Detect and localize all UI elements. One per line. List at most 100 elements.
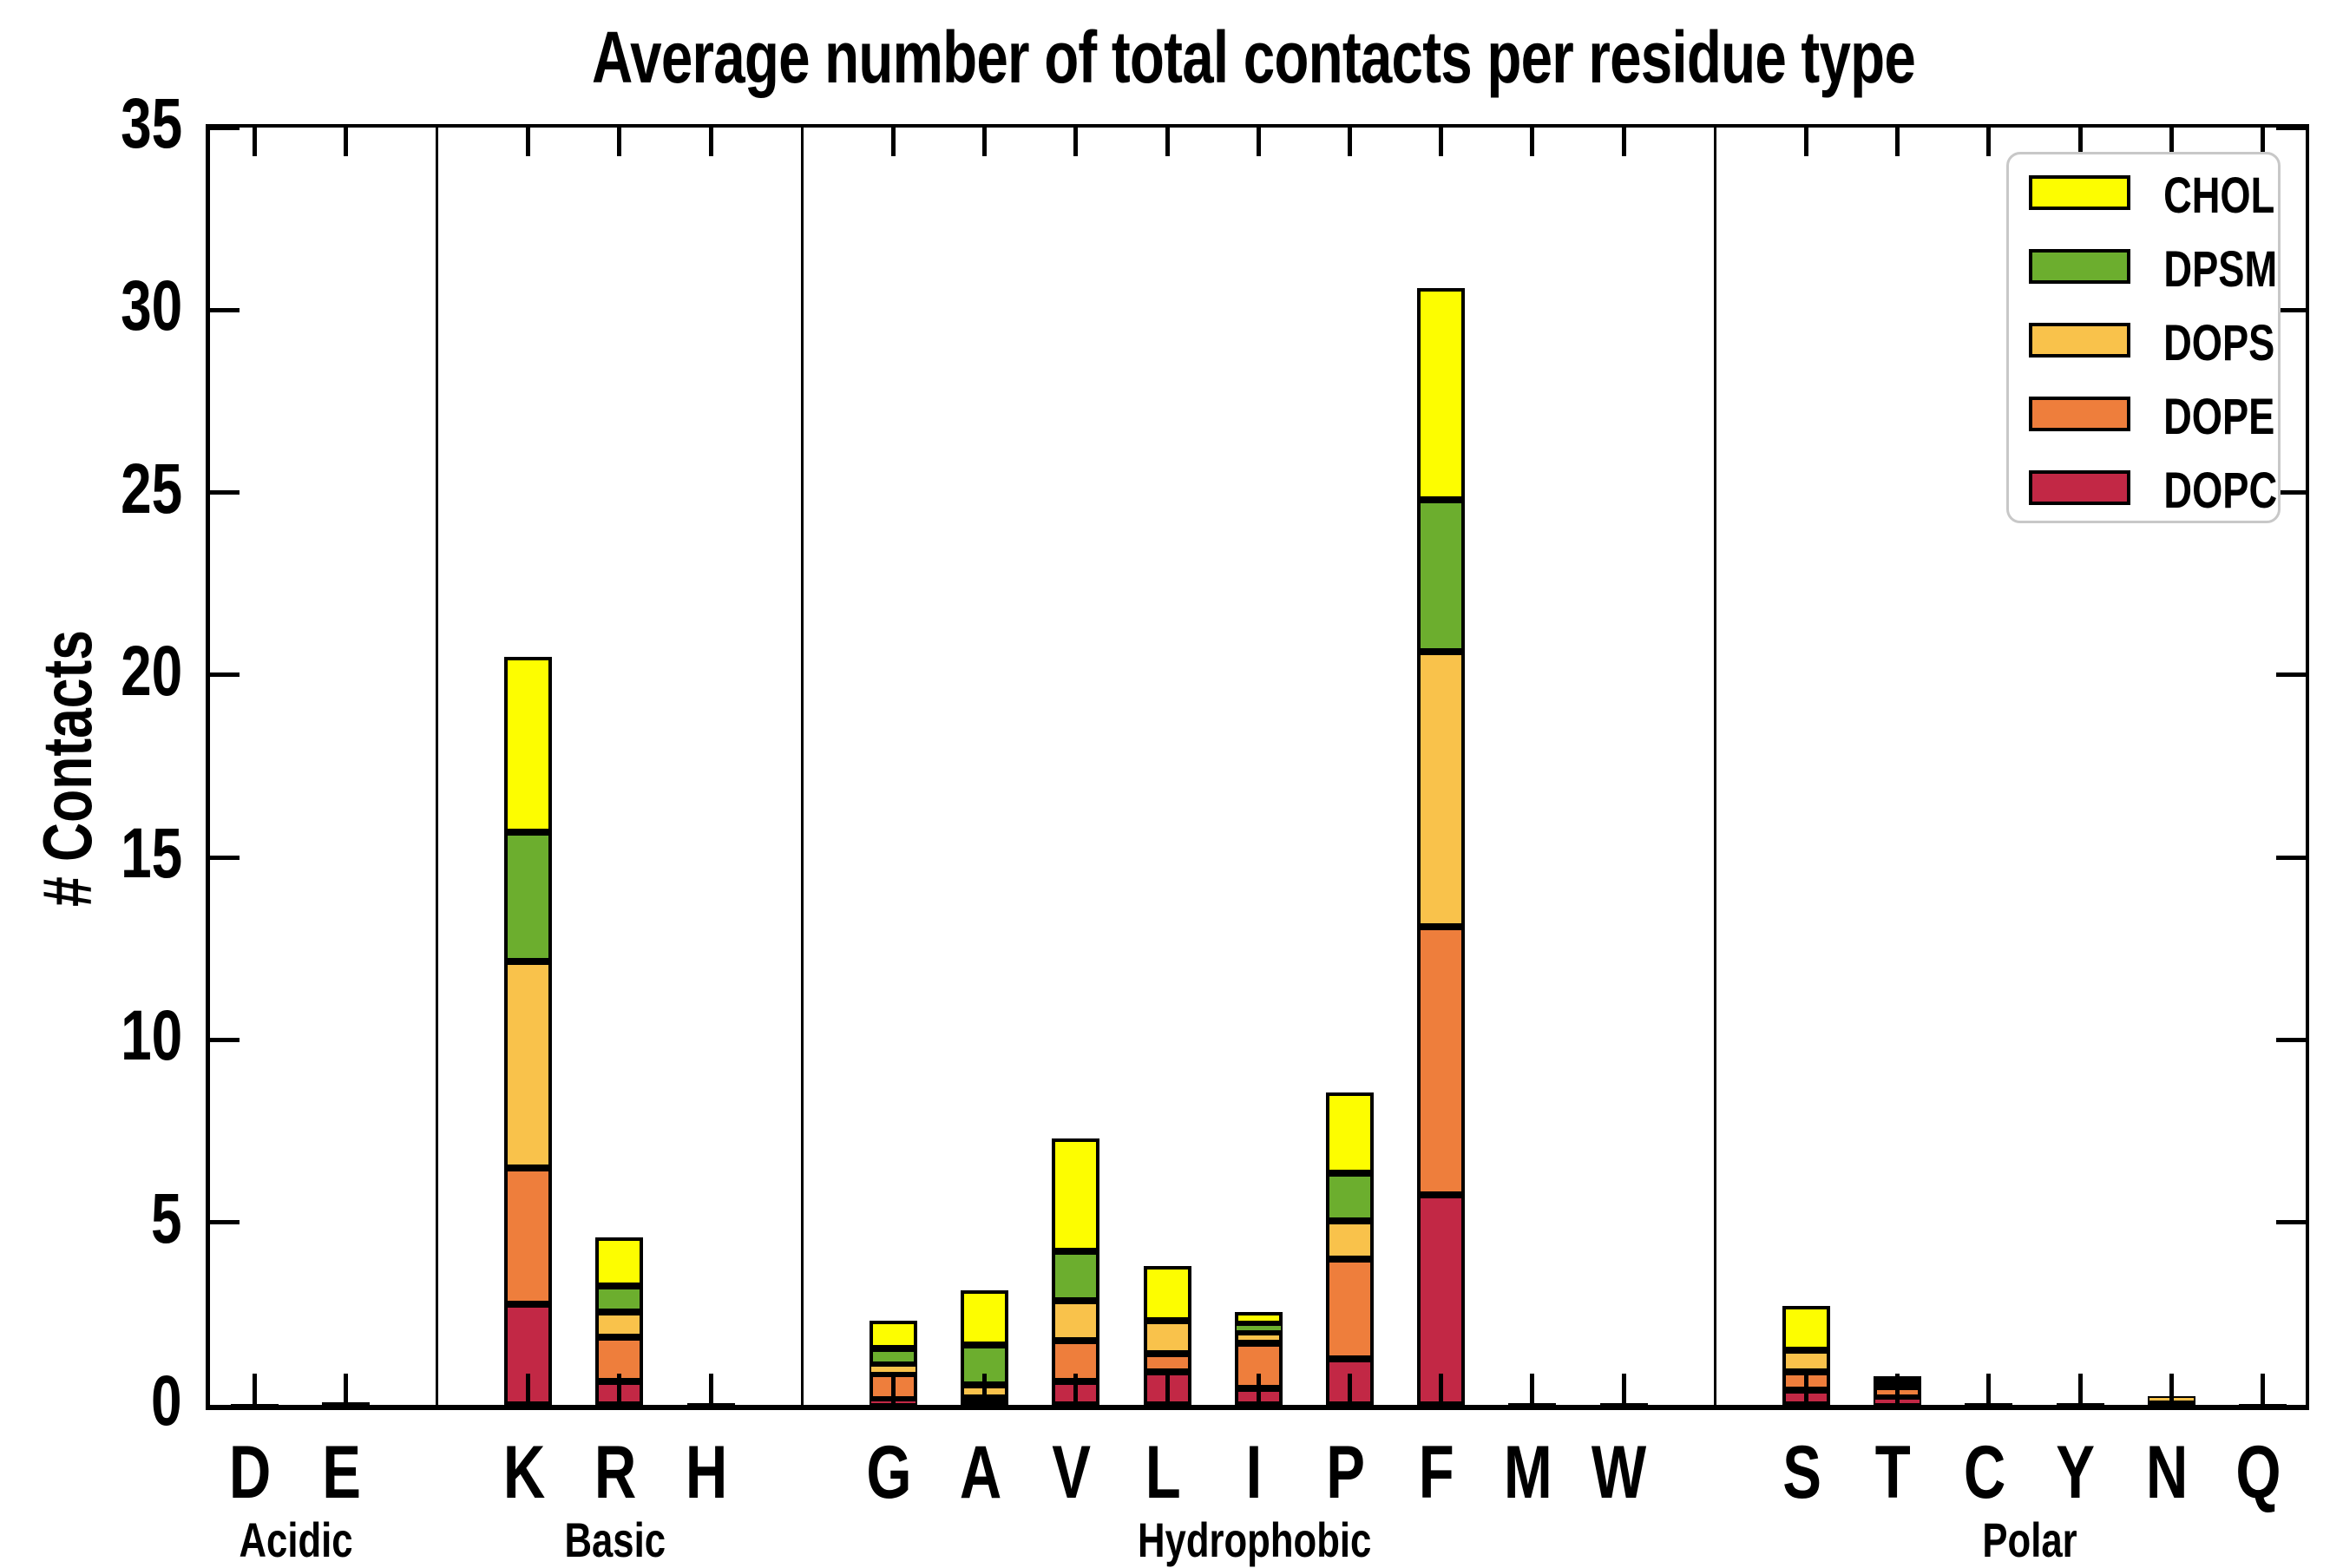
x-tick-label-H: H: [637, 1430, 776, 1516]
x-tick-bottom-L: [1165, 1374, 1170, 1405]
x-tick-top-C: [1986, 128, 1991, 156]
bar-segment-dope-P: [1326, 1259, 1374, 1360]
y-tick-left-15: [210, 856, 240, 860]
group-separator-line: [1714, 128, 1716, 1405]
x-tick-label-text: M: [1504, 1430, 1552, 1516]
x-tick-label-E: E: [272, 1430, 410, 1516]
y-tick-right-5: [2276, 1220, 2306, 1224]
group-label-text: Basic: [565, 1512, 666, 1568]
legend-swatch-dops: [2029, 323, 2130, 358]
x-tick-label-text: S: [1782, 1430, 1821, 1516]
y-tick-label-text: 30: [121, 266, 182, 347]
legend-label-chol: CHOL: [2148, 167, 2278, 225]
y-tick-left-20: [210, 672, 240, 677]
x-tick-top-R: [617, 128, 621, 156]
group-label-text: Acidic: [239, 1512, 352, 1568]
y-tick-label-text: 15: [121, 813, 182, 895]
x-tick-top-K: [526, 128, 530, 156]
bar-segment-dpsm-K: [504, 832, 552, 961]
legend-item-dopc: DOPC: [2009, 469, 2278, 541]
x-tick-top-F: [1439, 128, 1443, 156]
legend-swatch-dpsm: [2029, 249, 2130, 284]
bar-segment-dpsm-F: [1417, 500, 1465, 652]
x-tick-bottom-F: [1439, 1374, 1443, 1405]
x-tick-label-text: C: [1964, 1430, 2005, 1516]
group-label-text: Hydrophobic: [1138, 1512, 1371, 1568]
bar-segment-dpsm-V: [1052, 1251, 1099, 1301]
x-tick-label-text: Q: [2235, 1430, 2281, 1516]
x-tick-label-W: W: [1550, 1430, 1689, 1516]
x-tick-label-text: I: [1246, 1430, 1263, 1516]
y-tick-left-5: [210, 1220, 240, 1224]
x-tick-bottom-K: [526, 1374, 530, 1405]
x-tick-top-G: [891, 128, 896, 156]
legend-swatch-chol: [2029, 175, 2130, 210]
legend-label-dpsm: DPSM: [2148, 240, 2278, 299]
x-tick-bottom-Y: [2078, 1374, 2083, 1405]
group-separator-line: [436, 128, 438, 1405]
x-tick-bottom-E: [344, 1374, 348, 1405]
x-tick-bottom-C: [1986, 1374, 1991, 1405]
y-tick-right-30: [2276, 308, 2306, 312]
x-tick-label-text: F: [1419, 1430, 1454, 1516]
bar-segment-dpsm-P: [1326, 1173, 1374, 1221]
x-tick-label-text: Y: [2057, 1430, 2096, 1516]
x-tick-bottom-W: [1622, 1374, 1626, 1405]
bar-segment-dops-K: [504, 961, 552, 1168]
bar-segment-chol-I: [1235, 1312, 1283, 1325]
bar-segment-dops-I: [1235, 1332, 1283, 1343]
x-tick-label-text: K: [502, 1430, 544, 1516]
x-tick-bottom-M: [1530, 1374, 1534, 1405]
x-tick-top-H: [709, 128, 713, 156]
bar-segment-dops-R: [595, 1312, 643, 1337]
group-separator-line: [801, 128, 804, 1405]
x-tick-top-L: [1165, 128, 1170, 156]
x-tick-label-text: H: [686, 1430, 727, 1516]
y-tick-left-10: [210, 1038, 240, 1042]
x-tick-bottom-R: [617, 1374, 621, 1405]
legend-label-text: DOPS: [2163, 314, 2274, 372]
x-tick-label-text: D: [229, 1430, 271, 1516]
y-tick-right-20: [2276, 672, 2306, 677]
y-tick-left-25: [210, 490, 240, 495]
bar-segment-dpsm-I: [1235, 1324, 1283, 1331]
y-tick-label-text: 25: [121, 449, 182, 530]
y-tick-label-5: 5: [9, 1178, 182, 1260]
group-label-hydrophobic: Hydrophobic: [1037, 1512, 1471, 1568]
x-tick-top-P: [1348, 128, 1352, 156]
legend-item-dpsm: DPSM: [2009, 247, 2278, 320]
y-tick-label-25: 25: [9, 449, 182, 530]
x-tick-bottom-V: [1073, 1374, 1078, 1405]
y-tick-label-0: 0: [9, 1361, 182, 1442]
x-tick-label-text: W: [1592, 1430, 1646, 1516]
x-tick-label-text: G: [866, 1430, 911, 1516]
legend-item-dops: DOPS: [2009, 321, 2278, 394]
x-tick-bottom-H: [709, 1374, 713, 1405]
x-tick-top-E: [344, 128, 348, 156]
legend-swatch-dope: [2029, 397, 2130, 431]
x-tick-bottom-N: [2169, 1374, 2174, 1405]
x-tick-top-I: [1257, 128, 1261, 156]
y-tick-right-10: [2276, 1038, 2306, 1042]
bar-segment-dpsm-G: [870, 1348, 917, 1365]
legend-label-dope: DOPE: [2148, 388, 2278, 446]
x-tick-bottom-I: [1257, 1374, 1261, 1405]
x-tick-top-T: [1895, 128, 1900, 156]
x-tick-label-text: T: [1875, 1430, 1911, 1516]
x-tick-label-text: L: [1145, 1430, 1180, 1516]
y-tick-label-35: 35: [9, 83, 182, 165]
chart-title: Average number of total contacts per res…: [206, 16, 2301, 100]
bar-segment-dops-P: [1326, 1221, 1374, 1259]
x-tick-top-W: [1622, 128, 1626, 156]
x-tick-bottom-P: [1348, 1374, 1352, 1405]
bar-segment-dops-L: [1144, 1321, 1191, 1354]
x-tick-bottom-T: [1895, 1374, 1900, 1405]
legend-item-chol: CHOL: [2009, 174, 2278, 246]
x-tick-bottom-D: [253, 1374, 257, 1405]
x-tick-top-M: [1530, 128, 1534, 156]
y-tick-left-35: [210, 126, 240, 130]
plot-area: [206, 124, 2309, 1410]
y-tick-label-30: 30: [9, 266, 182, 347]
legend-label-text: DPSM: [2163, 240, 2277, 299]
